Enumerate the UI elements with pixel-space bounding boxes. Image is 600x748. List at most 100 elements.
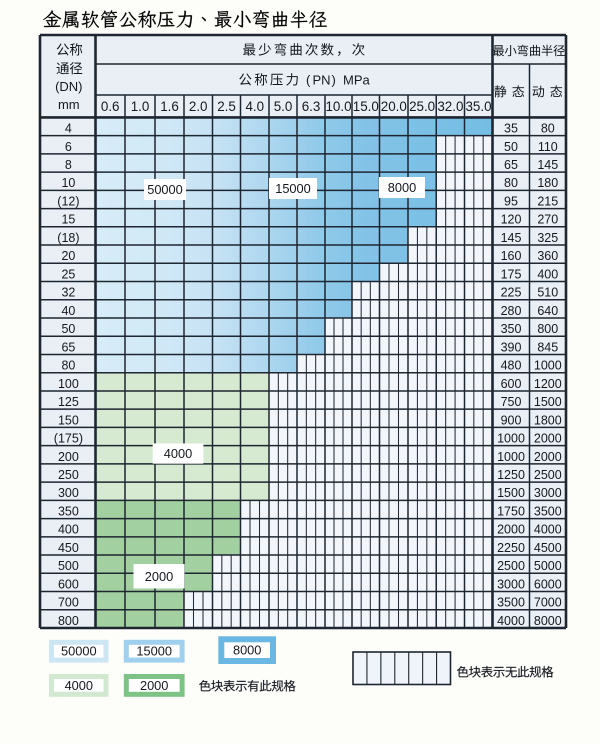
svg-text:10: 10 [61,176,75,190]
svg-text:1500: 1500 [497,486,525,500]
svg-text:95: 95 [504,195,518,209]
svg-text:700: 700 [58,596,79,610]
svg-text:4000: 4000 [164,446,192,461]
svg-text:510: 510 [537,286,558,300]
svg-text:175: 175 [501,267,522,281]
svg-text:65: 65 [504,158,518,172]
svg-text:): ) [332,73,336,88]
svg-text:10.0: 10.0 [325,99,351,114]
svg-text:480: 480 [501,359,522,373]
svg-text:450: 450 [58,541,79,555]
svg-text:25: 25 [61,267,75,281]
svg-text:180: 180 [537,176,558,190]
svg-text:2000: 2000 [497,523,525,537]
svg-text:80: 80 [541,122,555,136]
svg-text:3500: 3500 [497,596,525,610]
svg-text:2500: 2500 [497,559,525,573]
svg-text:400: 400 [537,267,558,281]
svg-text:100: 100 [58,377,79,391]
svg-text:20.0: 20.0 [381,99,407,114]
svg-text:200: 200 [58,450,79,464]
svg-text:280: 280 [501,304,522,318]
svg-text:600: 600 [58,577,79,591]
svg-text:3500: 3500 [534,505,562,519]
svg-text:800: 800 [58,614,79,628]
svg-text:160: 160 [501,249,522,263]
svg-text:350: 350 [58,505,79,519]
svg-text:15: 15 [61,213,75,227]
svg-text:2000: 2000 [145,569,173,584]
svg-text:2.0: 2.0 [189,99,208,114]
svg-text:8: 8 [65,158,72,172]
svg-text:0.6: 0.6 [101,99,120,114]
svg-text:350: 350 [501,322,522,336]
svg-text:2000: 2000 [534,450,562,464]
svg-text:1800: 1800 [534,413,562,427]
svg-text:80: 80 [504,176,518,190]
svg-text:300: 300 [58,486,79,500]
svg-text:6000: 6000 [534,577,562,591]
svg-text:4.0: 4.0 [245,99,264,114]
svg-text:50000: 50000 [147,182,183,197]
svg-text:2000: 2000 [140,678,168,693]
svg-text:35.0: 35.0 [465,99,491,114]
svg-text:400: 400 [58,523,79,537]
svg-text:325: 325 [537,231,558,245]
svg-text:845: 845 [537,340,558,354]
svg-text:4000: 4000 [497,614,525,628]
svg-text:32.0: 32.0 [437,99,463,114]
svg-text:250: 250 [58,468,79,482]
svg-text:80: 80 [61,359,75,373]
svg-text:15000: 15000 [136,644,172,659]
svg-text:(: ( [306,73,311,88]
svg-text:600: 600 [501,377,522,391]
svg-text:32: 32 [61,286,75,300]
svg-text:50: 50 [504,140,518,154]
svg-text:mm: mm [58,97,80,112]
svg-text:8000: 8000 [388,180,416,195]
svg-text:145: 145 [537,158,558,172]
svg-text:4000: 4000 [534,523,562,537]
svg-text:50: 50 [61,322,75,336]
svg-text:PN: PN [313,73,331,88]
svg-text:35: 35 [504,122,518,136]
svg-text:(18): (18) [57,231,79,245]
svg-text:800: 800 [537,322,558,336]
svg-text:(175): (175) [54,432,83,446]
svg-text:1500: 1500 [534,395,562,409]
svg-text:2.5: 2.5 [217,99,236,114]
svg-text:3000: 3000 [497,577,525,591]
svg-text:2250: 2250 [497,541,525,555]
svg-text:1200: 1200 [534,377,562,391]
svg-text:(12): (12) [57,195,79,209]
svg-text:25.0: 25.0 [409,99,435,114]
svg-text:4: 4 [65,122,72,136]
svg-text:20: 20 [61,249,75,263]
svg-text:145: 145 [501,231,522,245]
svg-text:6.3: 6.3 [302,99,321,114]
svg-text:1.0: 1.0 [131,99,150,114]
svg-text:3000: 3000 [534,486,562,500]
svg-text:120: 120 [501,213,522,227]
svg-text:7000: 7000 [534,596,562,610]
svg-text:40: 40 [61,304,75,318]
svg-text:8000: 8000 [534,614,562,628]
svg-text:4500: 4500 [534,541,562,555]
svg-text:5.0: 5.0 [274,99,293,114]
svg-text:2500: 2500 [534,468,562,482]
svg-text:6: 6 [65,140,72,154]
svg-text:750: 750 [501,395,522,409]
svg-text:110: 110 [538,140,558,154]
svg-text:1250: 1250 [497,468,525,482]
svg-text:MPa: MPa [343,73,371,88]
svg-text:5000: 5000 [534,559,562,573]
svg-text:15000: 15000 [275,181,311,196]
svg-text:270: 270 [537,213,558,227]
svg-text:1000: 1000 [534,359,562,373]
svg-text:500: 500 [58,559,79,573]
svg-text:1750: 1750 [497,505,525,519]
svg-text:150: 150 [58,413,79,427]
svg-text:1.6: 1.6 [160,99,179,114]
svg-text:215: 215 [537,195,558,209]
svg-text:8000: 8000 [233,643,261,658]
